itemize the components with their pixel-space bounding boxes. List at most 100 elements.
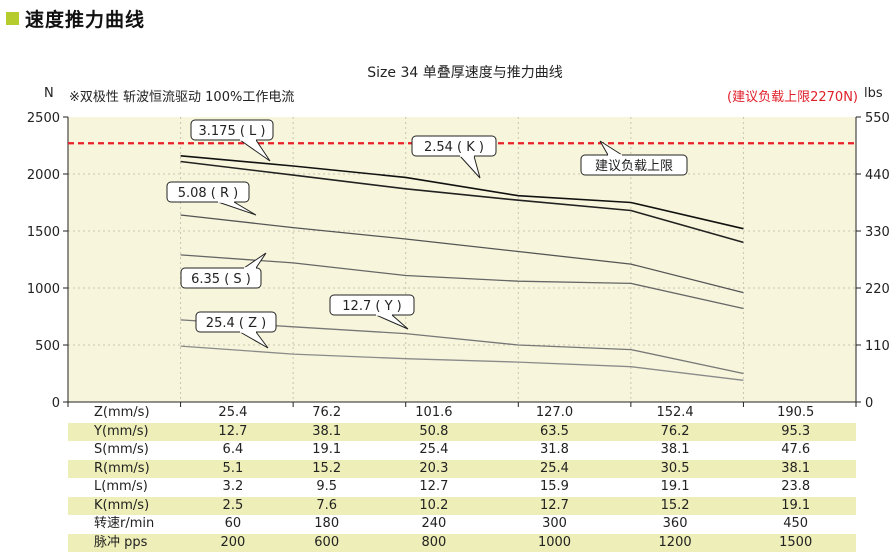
y-tick-label-left: 500 [35,339,60,354]
section-marker-icon [6,11,19,25]
table-cell: 9.5 [316,479,338,495]
callout-L-pointer [239,139,271,162]
callout-S-pointer [243,252,267,269]
table-row-label: 脉冲 pps [68,533,186,552]
series-line-1 [180,160,744,244]
callout-Y-pointer [375,314,409,330]
table-cell: 19.1 [660,479,690,495]
table-cell: 95.3 [735,422,856,441]
table-cell: 50.8 [373,422,495,441]
y-tick-label-right: 220 [865,282,890,297]
table-cell: 10.2 [373,496,495,515]
callout-L-label: 3.175 ( L ) [199,124,266,139]
table-row: K(mm/s) 2.5 7.6 10.2 12.7 15.2 19.1 [68,496,856,515]
series-line-3 [180,254,744,310]
callout-R-pointer [217,201,257,216]
callout-Z-box [195,311,277,333]
table-cell: 38.1 [279,422,374,441]
table-cell: 15.2 [279,459,374,478]
table-cell: 1500 [735,533,856,552]
table-cell: 12.7 [186,422,280,441]
chart-note: ※双极性 斩波恒流驱动 100%工作电流 [69,90,295,105]
y-tick-label-left: 1500 [27,225,60,240]
table-cell: 25.4 [494,459,615,478]
table-cell: 60 [224,516,242,532]
y-tick-label-left: 1000 [27,282,60,297]
table-cell: 12.7 [419,479,449,495]
table-cell: 1000 [494,533,615,552]
table-cell: 31.8 [540,442,569,458]
table-cell: 200 [186,533,280,552]
y-tick-label-left: 2000 [27,168,60,183]
table-cell: 1200 [614,533,736,552]
callout-Z-label: 25.4 ( Z ) [206,316,266,331]
y-axis-unit-right: lbs [864,86,883,101]
speed-data-table: Z(mm/s) 25.4 76.2 101.6 127.0 152.4 190.5 Y(mm/… [68,404,856,552]
table-cell: 76.2 [614,422,736,441]
table-cell: 76.2 [312,405,342,421]
callout-Y-box [329,294,415,316]
plot-area [68,117,856,402]
table-cell: 30.5 [614,459,736,478]
table-cell: 300 [542,516,567,532]
table-cell: 600 [279,533,374,552]
table-cell: 25.4 [218,405,248,421]
table-row: Z(mm/s) 25.4 76.2 101.6 127.0 152.4 190.5 [68,404,856,423]
load-limit-note: (建议负载上限2270N) [727,90,858,105]
callout-S-box [180,267,262,289]
series-line-0 [180,155,744,230]
callout-limit-pointer [599,140,623,156]
y-tick-label-left: 0 [52,396,60,410]
table-cell: 19.1 [735,496,856,515]
table-row: Y(mm/s) 12.7 38.1 50.8 63.5 76.2 95.3 [68,422,856,441]
table-cell: 127.0 [535,405,574,421]
callout-K-label: 2.54 ( K ) [424,140,484,155]
table-cell: 6.4 [222,442,244,458]
speed-thrust-chart: 0 500 1000 1500 2000 2500 0 110 220 330 440 550 3.17… [27,111,890,410]
table-cell: 19.1 [312,442,342,458]
callout-R-label: 5.08 ( R ) [178,186,239,201]
table-cell: 15.2 [614,496,736,515]
table-row-label: Y(mm/s) [68,422,186,441]
table-cell: 25.4 [419,442,449,458]
callout-limit-label: 建议负载上限 [595,159,673,174]
table-cell: 38.1 [735,459,856,478]
section-header: 速度推力曲线 [6,6,146,31]
table-cell: 101.6 [415,405,453,421]
table-cell: 450 [783,516,809,532]
table-row: 脉冲 pps 200 600 800 1000 1200 1500 [68,533,856,552]
y-axis-unit-left: N [44,86,54,101]
series-line-5 [180,345,744,381]
table-row-label: Z(mm/s) [94,405,150,421]
table-row-label: S(mm/s) [94,442,149,458]
table-cell: 2.5 [186,496,280,515]
y-tick-label-right: 550 [865,111,890,126]
table-cell: 240 [421,516,447,532]
chart-title: Size 34 单叠厚速度与推力曲线 [367,65,563,81]
callout-S-label: 6.35 ( S ) [191,272,251,287]
table-row-label: 转速r/min [94,516,155,532]
table-cell: 20.3 [373,459,495,478]
callout-Y-label: 12.7 ( Y ) [342,299,401,314]
table-cell: 47.6 [781,442,811,458]
y-tick-label-left: 2500 [27,111,60,126]
y-tick-label-right: 110 [865,339,890,354]
callout-L-box [190,119,274,141]
table-cell: 360 [662,516,688,532]
table-cell: 63.5 [494,422,615,441]
series-line-2 [180,214,744,294]
table-row: S(mm/s) 6.4 19.1 25.4 31.8 38.1 47.6 [68,441,856,460]
table-cell: 38.1 [660,442,690,458]
table-cell: 152.4 [656,405,694,421]
callout-K-box [411,135,497,157]
table-cell: 12.7 [494,496,615,515]
table-cell: 800 [373,533,495,552]
table-cell: 15.9 [540,479,569,495]
callout-limit-box [580,154,688,176]
callout-K-pointer [459,155,481,179]
table-row-label: K(mm/s) [68,496,186,515]
callout-R-box [166,181,250,203]
section-title: 速度推力曲线 [25,8,146,31]
table-row: L(mm/s) 3.2 9.5 12.7 15.9 19.1 23.8 [68,478,856,497]
table-row-label: R(mm/s) [68,459,186,478]
